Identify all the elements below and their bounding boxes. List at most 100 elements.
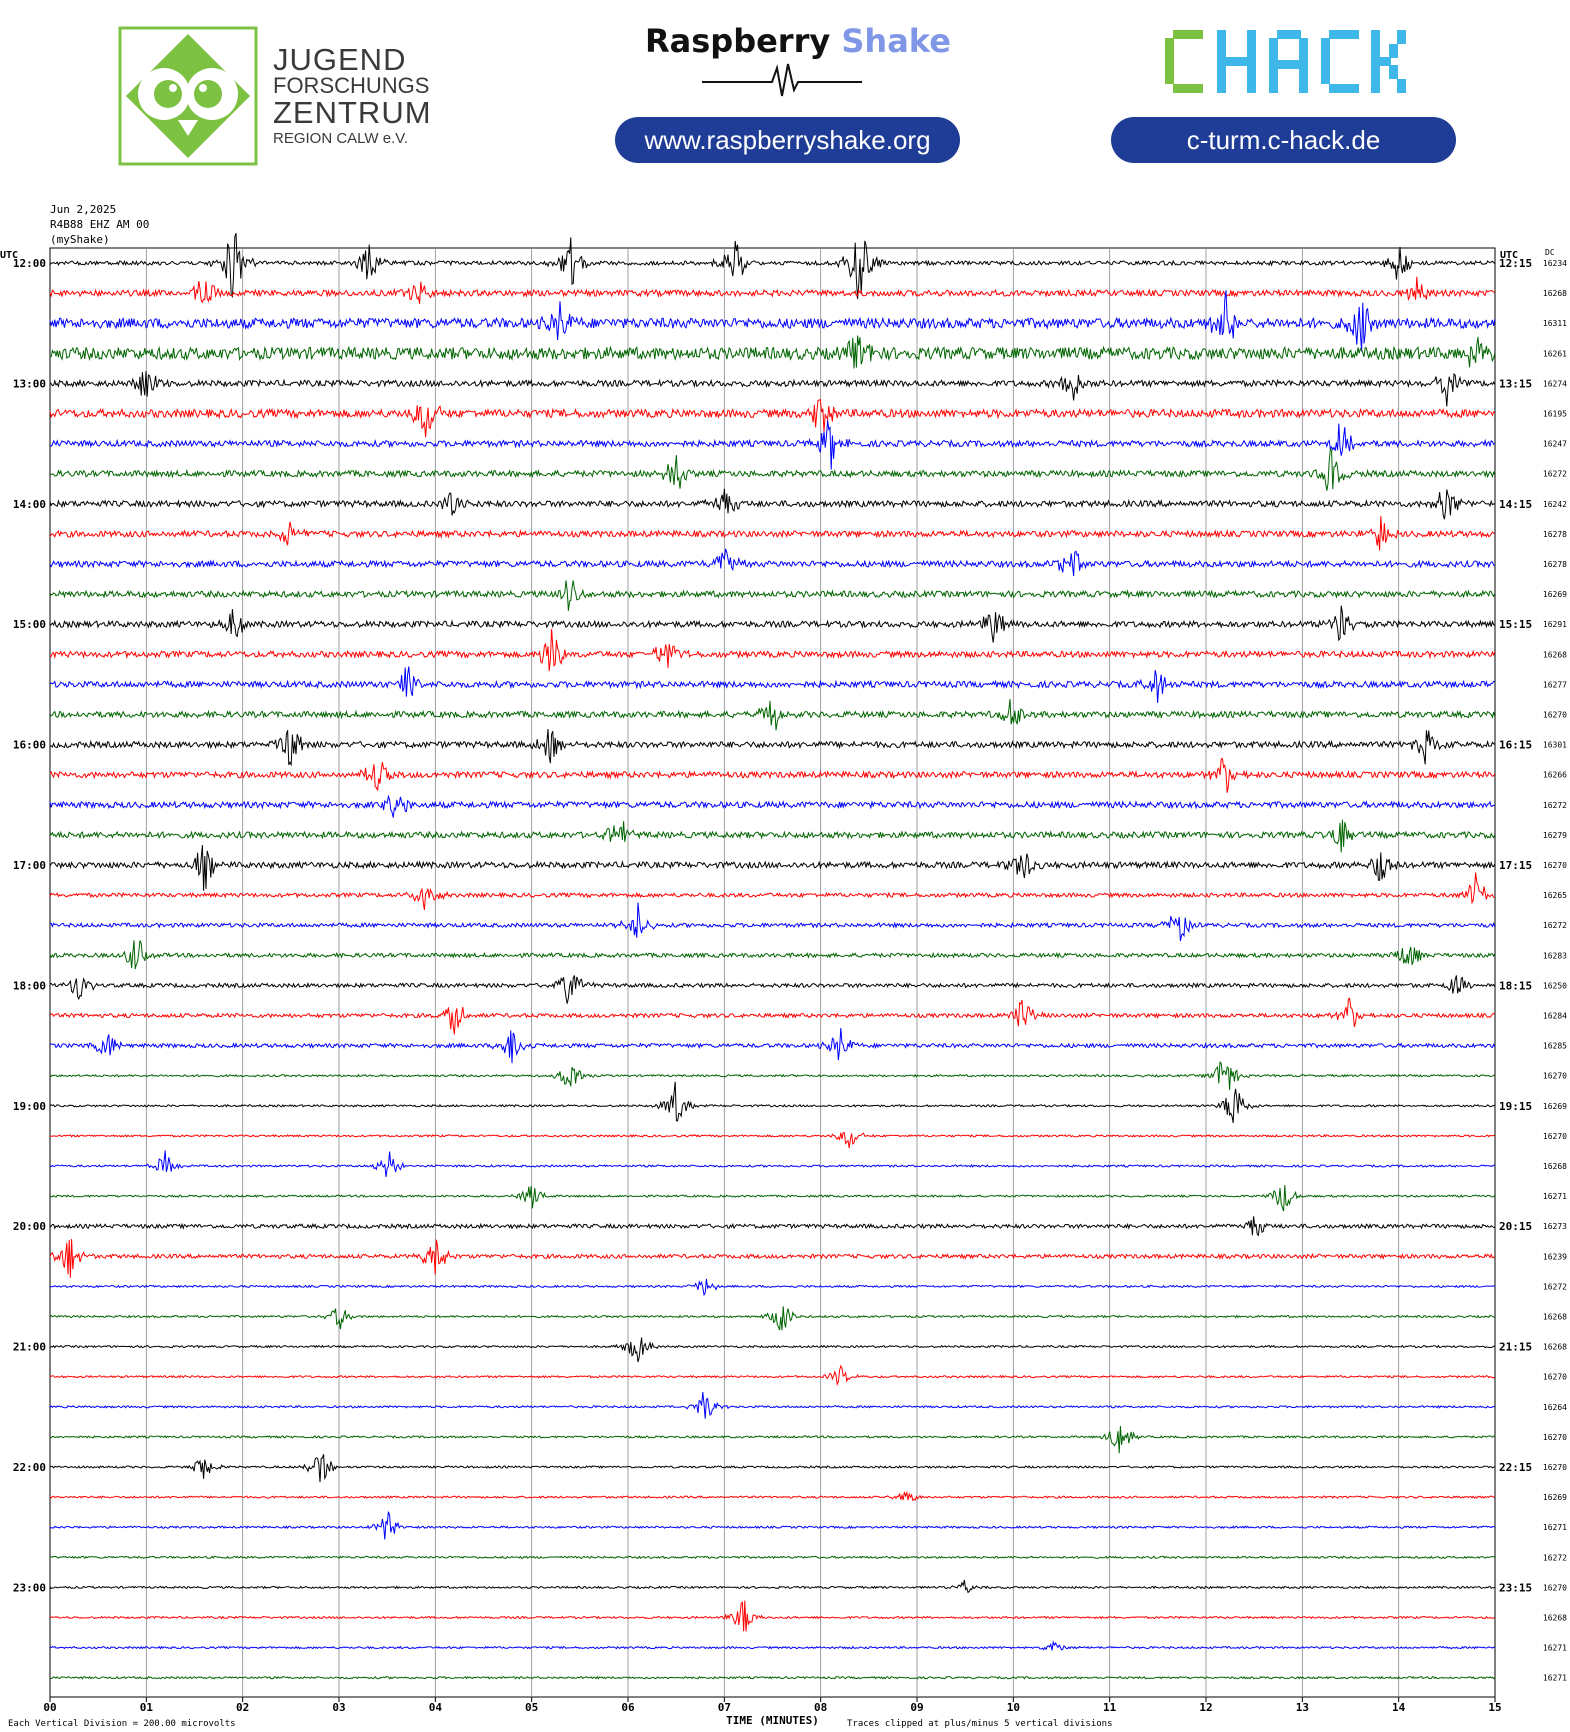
dc-offset-label: 16250 [1543, 981, 1567, 990]
header-source: (myShake) [50, 233, 110, 246]
raspberry-shake-title: Raspberry Shake [645, 22, 951, 60]
dc-offset-label: 16269 [1543, 1102, 1567, 1111]
x-tick-label: 07 [718, 1701, 731, 1714]
seismograph-wave-icon [702, 63, 862, 97]
trace-row [49, 819, 1496, 853]
trace-row [49, 997, 1496, 1035]
x-tick-label: 11 [1103, 1701, 1117, 1714]
trace-row [49, 628, 1496, 672]
trace-row [49, 290, 1496, 352]
dc-offset-label: 16273 [1543, 1222, 1567, 1231]
header-station: R4B88 EHZ AM 00 [50, 218, 150, 231]
dc-offset-label: 16279 [1543, 831, 1567, 840]
dc-offset-label: 16271 [1543, 1674, 1567, 1683]
trace-row [49, 335, 1496, 369]
x-tick-label: 02 [236, 1701, 249, 1714]
x-tick-label: 00 [43, 1701, 56, 1714]
x-tick-label: 10 [1007, 1701, 1020, 1714]
trace-row [49, 698, 1496, 731]
left-hour-label: 16:00 [13, 739, 46, 752]
trace-row [49, 447, 1496, 491]
dc-offset-label: 16272 [1543, 1282, 1567, 1291]
dc-offset-label: 16242 [1543, 500, 1567, 509]
trace-row [49, 975, 1496, 1004]
x-tick-label: 06 [621, 1701, 635, 1714]
x-tick-label: 13 [1296, 1701, 1309, 1714]
trace-row [50, 1425, 1495, 1454]
trace-row [49, 1306, 1495, 1331]
right-hour-label: 20:15 [1499, 1220, 1532, 1233]
raspberryshake-url-pill[interactable]: www.raspberryshake.org [615, 117, 960, 163]
left-hour-label: 13:00 [13, 377, 46, 390]
dc-offset-label: 16269 [1543, 590, 1567, 599]
right-hour-label: 14:15 [1499, 498, 1532, 511]
trace-row [49, 1364, 1495, 1387]
trace-row [49, 548, 1496, 577]
chack-url-pill[interactable]: c-turm.c-hack.de [1111, 117, 1456, 163]
dc-offset-label: 16270 [1543, 1072, 1567, 1081]
trace-row [49, 1511, 1495, 1540]
x-tick-label: 14 [1392, 1701, 1406, 1714]
trace-row [49, 845, 1496, 891]
header-date: Jun 2,2025 [50, 203, 117, 216]
jfz-line3: ZENTRUM [273, 95, 432, 130]
trace-row [49, 1640, 1495, 1651]
x-tick-label: 12 [1199, 1701, 1212, 1714]
dc-offset-label: 16278 [1543, 530, 1567, 539]
chack-letter-h [1217, 30, 1256, 93]
jfz-line4: REGION CALW e.V. [273, 130, 409, 147]
dc-offset-label: 16291 [1543, 620, 1567, 629]
x-tick-label: 09 [910, 1701, 923, 1714]
right-hour-label: 22:15 [1499, 1461, 1532, 1474]
trace-row [49, 1150, 1495, 1177]
dc-offset-label: 16274 [1543, 379, 1567, 388]
trace-row [49, 872, 1495, 911]
right-hour-label: 19:15 [1499, 1100, 1532, 1113]
trace-row [49, 1600, 1495, 1632]
right-hour-label: 21:15 [1499, 1341, 1532, 1354]
dc-offset-label: 16264 [1543, 1403, 1567, 1412]
dc-offset-label: 16261 [1543, 349, 1567, 358]
dc-offset-label: 16265 [1543, 891, 1567, 900]
trace-row [49, 1391, 1495, 1419]
x-tick-label: 08 [814, 1701, 827, 1714]
dc-offset-label: 16268 [1543, 1162, 1567, 1171]
trace-row [49, 516, 1496, 551]
scale-note: Each Vertical Division = 200.00 microvol… [8, 1719, 236, 1729]
dc-offset-label: 16270 [1543, 711, 1567, 720]
dc-offset-label: 16270 [1543, 1433, 1567, 1442]
left-hour-label: 21:00 [13, 1341, 46, 1354]
dc-offset-label: 16268 [1543, 1614, 1567, 1623]
dc-offset-label: 16239 [1543, 1252, 1567, 1261]
dc-offset-label: 16270 [1543, 1583, 1567, 1592]
dc-offset-label: 16195 [1543, 410, 1567, 419]
left-hour-label: 23:00 [13, 1581, 46, 1594]
trace-row [49, 1675, 1496, 1680]
right-hour-label: 17:15 [1499, 859, 1532, 872]
dc-offset-label: 16272 [1543, 470, 1567, 479]
left-hour-label: 12:00 [13, 257, 46, 270]
trace-row [49, 1131, 1495, 1149]
dc-offset-label: 16285 [1543, 1042, 1567, 1051]
dc-offset-label: 16272 [1543, 1553, 1567, 1562]
dc-offset-label: 16277 [1543, 680, 1567, 689]
left-utc-label: UTC [0, 250, 18, 261]
trace-row [49, 1061, 1495, 1090]
plot-frame [49, 247, 1496, 1698]
x-axis-label: TIME (MINUTES) [726, 1714, 819, 1727]
trace-row [49, 1216, 1495, 1237]
right-hour-label: 23:15 [1499, 1581, 1532, 1594]
dc-offset-label: 16247 [1543, 440, 1567, 449]
dc-offset-label: 16270 [1543, 1463, 1567, 1472]
trace-row [49, 1337, 1495, 1363]
rs-word2: Shake [841, 22, 951, 60]
trace-row [49, 399, 1496, 438]
trace-row [49, 488, 1495, 520]
dc-offset-label: 16234 [1543, 259, 1567, 268]
trace-row [49, 666, 1495, 703]
trace-row [49, 580, 1496, 611]
dc-offset-label: 16272 [1543, 801, 1567, 810]
dc-offset-label: 16301 [1543, 741, 1567, 750]
trace-row [49, 1555, 1495, 1560]
